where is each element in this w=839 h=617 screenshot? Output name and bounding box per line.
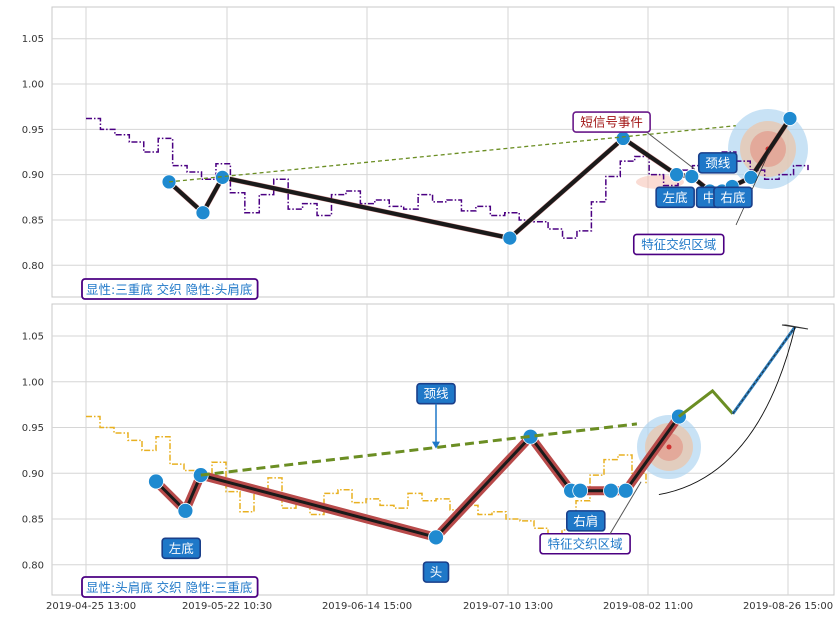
annotation-box (632, 233, 725, 256)
annotation-label: 右底 (720, 190, 745, 205)
pattern-point (148, 473, 164, 490)
x-tick-label: 2019-05-22 10:30 (182, 601, 272, 612)
feature-pointer-line (735, 149, 771, 226)
y-tick-label: 0.95 (22, 125, 44, 136)
pattern-point (684, 169, 700, 184)
annotation-label: 特征交织区域 (548, 536, 623, 551)
status-box (81, 576, 259, 598)
projection-line-dash (732, 326, 796, 415)
pattern-point (215, 169, 230, 185)
neckline (168, 125, 736, 183)
y-tick-label: 0.85 (22, 515, 44, 526)
annotation-label: 右肩 (573, 513, 598, 528)
pattern-point (502, 230, 518, 246)
projection-arc (658, 326, 796, 495)
annotation-label: 短信号事件 (580, 115, 643, 130)
annotation-label: 头 (430, 565, 443, 580)
annotation-label: 颈线 (423, 386, 449, 401)
annotation-box (713, 186, 753, 209)
annotation-label: 中 (703, 190, 716, 205)
projection-line (677, 388, 734, 418)
projection-tip-marker (781, 324, 809, 330)
annotation-box (539, 532, 631, 555)
feature-zone-center (666, 444, 672, 450)
annotation-label: 特征交织区域 (641, 237, 716, 252)
pattern-point (572, 482, 589, 499)
x-tick-label: 2019-08-02 11:00 (603, 601, 693, 612)
y-tick-label: 1.05 (22, 332, 44, 343)
y-tick-label: 0.85 (22, 215, 44, 226)
y-tick-label: 0.80 (22, 560, 44, 571)
annotation-box (655, 186, 695, 209)
annotation-box (572, 111, 651, 133)
annotation-pointer (609, 481, 642, 535)
pattern-point (428, 529, 444, 546)
y-tick-label: 1.00 (22, 377, 44, 388)
annotation-label: 左底 (169, 541, 194, 556)
annotation-box (422, 561, 450, 583)
annotation-pointer (646, 131, 695, 170)
status-label: 显性:头肩底 交织 隐性:三重底 (86, 580, 252, 595)
pattern-point (603, 482, 619, 499)
pattern-point (177, 502, 194, 519)
x-tick-label: 2019-04-25 13:00 (46, 601, 136, 612)
annotation-box (697, 152, 738, 174)
annotation-label: 左底 (663, 190, 688, 205)
annotation-box (565, 510, 606, 532)
pattern-point (195, 205, 211, 221)
y-tick-label: 0.80 (22, 261, 44, 272)
status-label: 显性:三重底 交织 隐性:头肩底 (86, 282, 252, 297)
y-tick-label: 0.95 (22, 423, 44, 434)
price-line (86, 117, 809, 239)
neckline-arrowhead (432, 441, 440, 449)
neckline (200, 422, 638, 477)
pattern-point (615, 131, 631, 146)
pattern-point (743, 169, 759, 185)
pattern-point (669, 167, 684, 183)
x-tick-label: 2019-08-26 15:00 (743, 601, 833, 612)
x-tick-label: 2019-06-14 15:00 (322, 601, 412, 612)
y-tick-label: 0.90 (22, 170, 44, 181)
y-tick-label: 1.05 (22, 34, 44, 45)
annotation-label: 颈线 (705, 155, 731, 170)
y-tick-label: 0.90 (22, 469, 44, 480)
pattern-point (617, 482, 634, 499)
x-tick-label: 2019-07-10 13:00 (463, 601, 553, 612)
y-tick-label: 1.00 (22, 80, 44, 91)
status-box (81, 278, 259, 300)
annotation-box (161, 537, 201, 560)
pattern-point (782, 111, 798, 126)
